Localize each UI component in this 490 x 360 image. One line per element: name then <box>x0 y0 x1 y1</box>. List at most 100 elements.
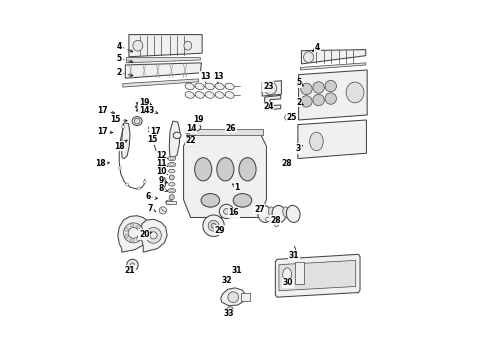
Ellipse shape <box>133 40 143 51</box>
Ellipse shape <box>274 223 279 226</box>
Ellipse shape <box>191 123 201 131</box>
Text: 32: 32 <box>222 275 232 284</box>
Circle shape <box>208 220 219 231</box>
Text: 31: 31 <box>288 251 299 260</box>
Text: 3: 3 <box>296 144 301 153</box>
Text: 24: 24 <box>263 102 273 111</box>
Text: 31: 31 <box>232 266 243 275</box>
Circle shape <box>146 228 161 243</box>
Ellipse shape <box>233 194 252 207</box>
Circle shape <box>290 251 294 255</box>
Ellipse shape <box>168 189 176 193</box>
Ellipse shape <box>169 169 175 173</box>
Circle shape <box>148 109 150 112</box>
Circle shape <box>135 106 137 108</box>
Polygon shape <box>275 254 360 297</box>
Ellipse shape <box>170 164 173 166</box>
Circle shape <box>130 224 134 227</box>
Circle shape <box>127 259 138 271</box>
Text: 29: 29 <box>215 225 225 234</box>
Circle shape <box>128 228 139 238</box>
Text: 20: 20 <box>139 230 149 239</box>
Text: 17: 17 <box>97 106 107 115</box>
Ellipse shape <box>310 132 323 151</box>
Circle shape <box>139 99 141 102</box>
Circle shape <box>123 223 144 243</box>
Bar <box>187 129 263 135</box>
Polygon shape <box>141 219 167 252</box>
Text: 5: 5 <box>296 78 301 87</box>
Circle shape <box>325 80 337 92</box>
Ellipse shape <box>170 158 173 159</box>
Ellipse shape <box>147 108 153 113</box>
Polygon shape <box>125 63 201 78</box>
Text: 8: 8 <box>158 184 164 193</box>
Circle shape <box>146 112 148 114</box>
Polygon shape <box>279 260 356 291</box>
Circle shape <box>119 143 122 146</box>
Polygon shape <box>298 120 367 158</box>
Polygon shape <box>298 70 367 120</box>
Circle shape <box>150 232 157 239</box>
Text: 15: 15 <box>147 135 157 144</box>
Ellipse shape <box>205 83 214 90</box>
Circle shape <box>139 112 141 114</box>
Text: 27: 27 <box>254 205 265 214</box>
Circle shape <box>124 234 128 238</box>
Polygon shape <box>123 79 198 87</box>
Ellipse shape <box>272 206 286 222</box>
Text: 13: 13 <box>213 72 223 81</box>
Polygon shape <box>265 95 281 111</box>
Text: 11: 11 <box>156 159 166 168</box>
Text: 26: 26 <box>225 124 236 133</box>
Bar <box>166 201 176 204</box>
Text: 18: 18 <box>96 159 106 168</box>
Circle shape <box>220 204 234 219</box>
Ellipse shape <box>304 52 314 63</box>
Text: 10: 10 <box>156 167 166 176</box>
Text: 3: 3 <box>148 106 153 115</box>
Ellipse shape <box>225 83 234 90</box>
Circle shape <box>223 208 229 214</box>
Ellipse shape <box>258 206 271 222</box>
Ellipse shape <box>170 190 173 192</box>
Text: 12: 12 <box>156 151 166 160</box>
Circle shape <box>313 94 324 106</box>
Polygon shape <box>262 81 281 96</box>
Ellipse shape <box>137 100 149 113</box>
Text: 19: 19 <box>139 98 149 107</box>
Ellipse shape <box>286 206 300 222</box>
Ellipse shape <box>195 158 212 181</box>
Circle shape <box>169 175 174 180</box>
Ellipse shape <box>283 268 292 282</box>
Ellipse shape <box>217 158 234 181</box>
Circle shape <box>122 125 124 128</box>
Circle shape <box>137 187 140 190</box>
Text: 17: 17 <box>149 127 160 136</box>
Circle shape <box>285 115 289 120</box>
Ellipse shape <box>185 83 194 90</box>
Circle shape <box>142 113 144 115</box>
Circle shape <box>268 85 273 91</box>
Ellipse shape <box>195 83 204 90</box>
Text: 4: 4 <box>315 42 320 51</box>
Polygon shape <box>169 121 180 158</box>
Polygon shape <box>300 63 366 70</box>
Bar <box>186 135 195 145</box>
Polygon shape <box>301 50 366 64</box>
Ellipse shape <box>215 92 224 98</box>
Circle shape <box>137 237 140 241</box>
Text: 19: 19 <box>194 116 204 125</box>
Ellipse shape <box>239 158 256 181</box>
Bar <box>295 262 304 284</box>
Ellipse shape <box>185 92 194 98</box>
Circle shape <box>159 207 167 214</box>
Text: 16: 16 <box>228 208 239 217</box>
Text: 5: 5 <box>117 54 122 63</box>
Ellipse shape <box>269 207 275 217</box>
Ellipse shape <box>173 132 181 139</box>
Ellipse shape <box>205 92 214 98</box>
Circle shape <box>301 96 312 107</box>
Text: 4: 4 <box>117 41 122 50</box>
Polygon shape <box>129 35 202 57</box>
